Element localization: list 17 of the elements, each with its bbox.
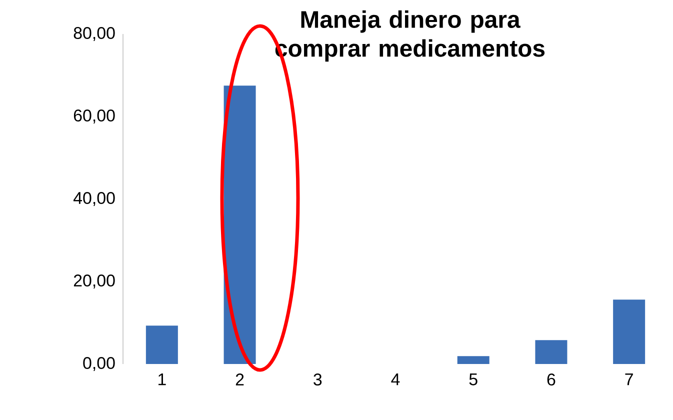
bar xyxy=(457,356,490,364)
x-tick-label: 5 xyxy=(469,374,478,386)
x-tick-label: 3 xyxy=(314,374,322,386)
x-tick-label: 2 xyxy=(236,374,244,386)
x-tick-label: 1 xyxy=(158,374,166,386)
bar xyxy=(613,300,646,364)
y-tick-label: 20,00 xyxy=(74,274,115,289)
y-tick-label: 80,00 xyxy=(74,27,115,42)
x-tick-label: 7 xyxy=(625,374,633,386)
bar xyxy=(535,340,568,364)
y-tick-label: 0,00 xyxy=(83,357,115,371)
bar xyxy=(224,86,256,364)
x-tick-label: 6 xyxy=(547,374,556,386)
y-tick-label: 40,00 xyxy=(73,192,115,206)
x-tick-label: 4 xyxy=(391,374,400,386)
bar xyxy=(146,326,178,364)
y-tick-label: 60,00 xyxy=(74,110,115,124)
